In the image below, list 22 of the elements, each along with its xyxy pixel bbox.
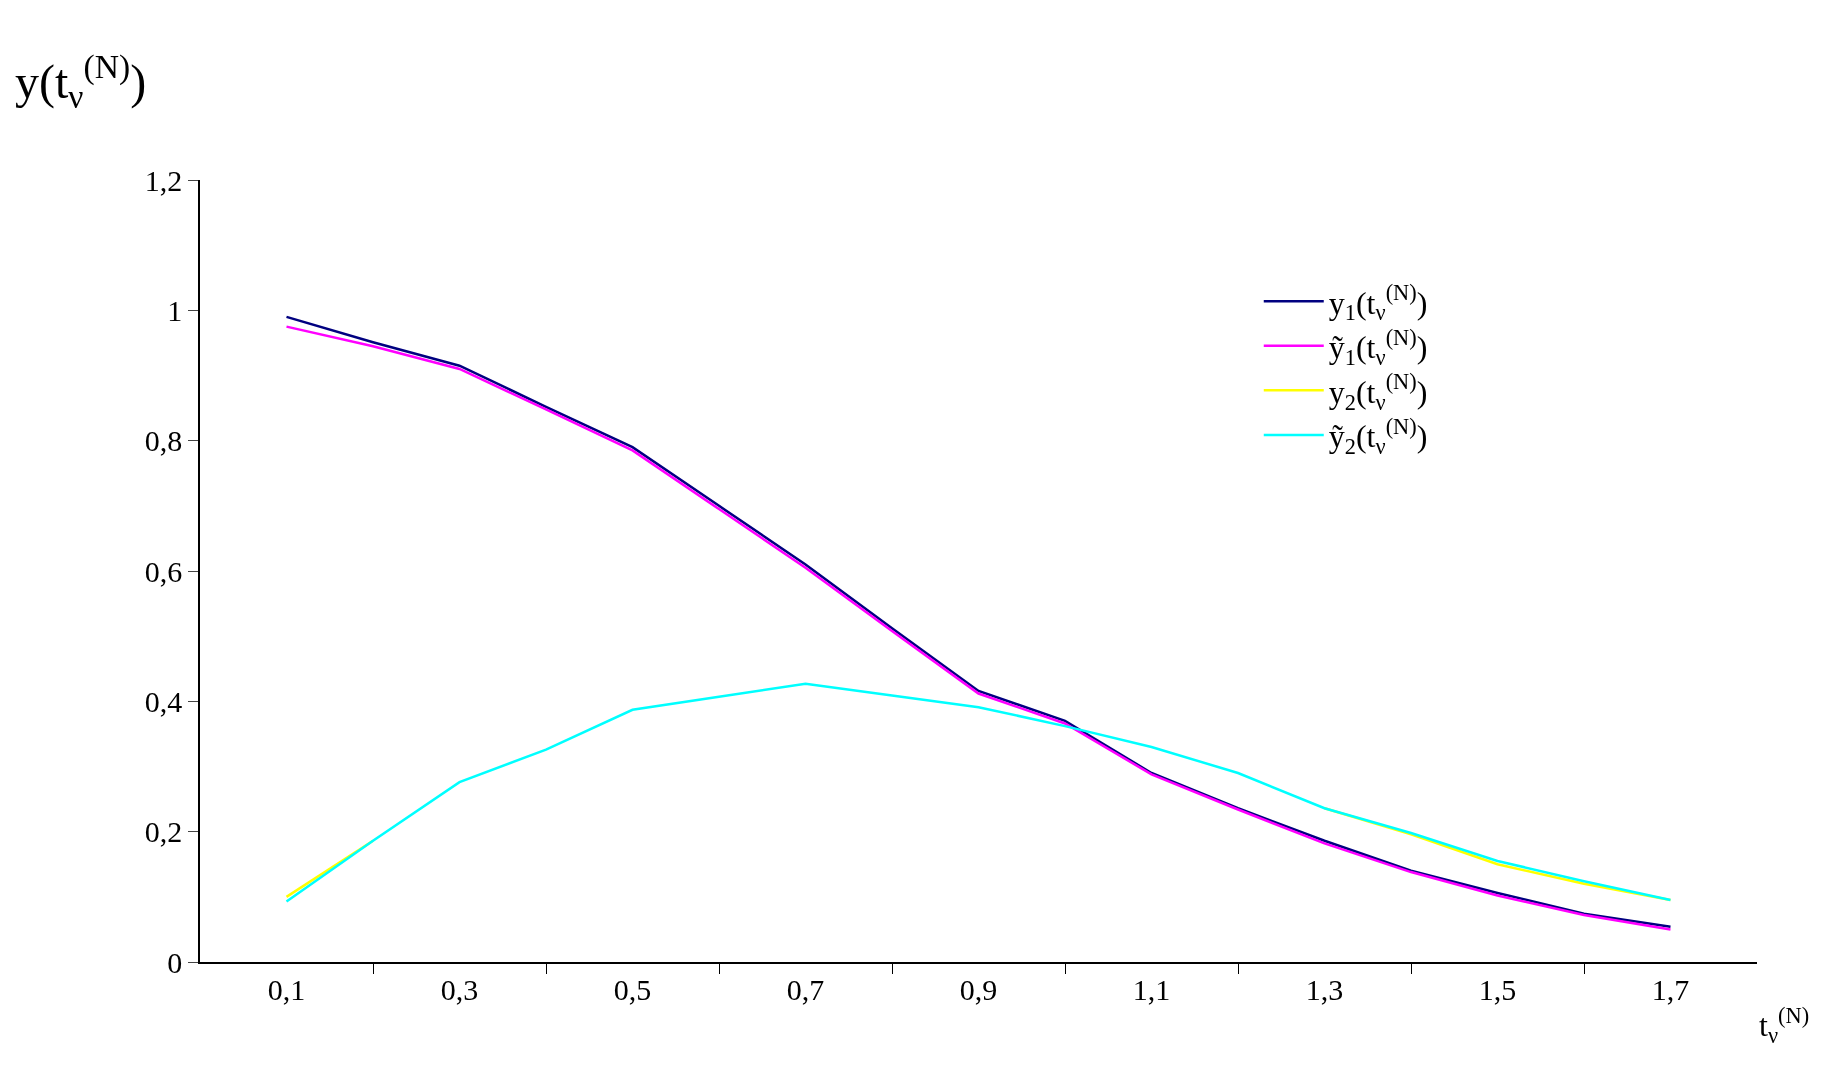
x-tick-label: 1,7 <box>1651 972 1690 1006</box>
x-tick-label: 1,3 <box>1305 972 1344 1006</box>
y-tick-label: 1 <box>167 293 183 327</box>
x-tick-label: 0,7 <box>786 972 825 1006</box>
legend-label: ỹ$_{1}$(t$_{ν}$$^{(N)}$) <box>1328 324 1428 370</box>
y-tick-label: 0,8 <box>144 424 183 458</box>
line-series <box>285 682 1672 903</box>
legend-label: ỹ$_{2}$(t$_{ν}$$^{(N)}$) <box>1328 413 1428 460</box>
y-tick-label: 1,2 <box>144 163 183 197</box>
x-tick-label: 0,3 <box>440 972 479 1006</box>
x-tick-label: 0,1 <box>267 972 306 1006</box>
x-tick-label: 0,5 <box>613 972 652 1006</box>
y-tick-label: 0,2 <box>144 815 183 849</box>
x-tick-label: 1,5 <box>1478 972 1517 1006</box>
y-tick-label: 0 <box>167 945 183 979</box>
y-tick-label: 0,6 <box>144 554 183 588</box>
legend-label: y$_{1}$(t$_{ν}$$^{(N)}$) <box>1328 280 1428 326</box>
legend-label: y$_{2}$(t$_{ν}$$^{(N)}$) <box>1328 369 1428 415</box>
x-tick-label: 1,1 <box>1132 972 1171 1006</box>
y-axis-title: y(t$_{ν}$$^{(N)}$) <box>15 48 147 116</box>
y-tick-label: 0,4 <box>144 684 183 718</box>
x-tick-label: 0,9 <box>959 972 998 1006</box>
